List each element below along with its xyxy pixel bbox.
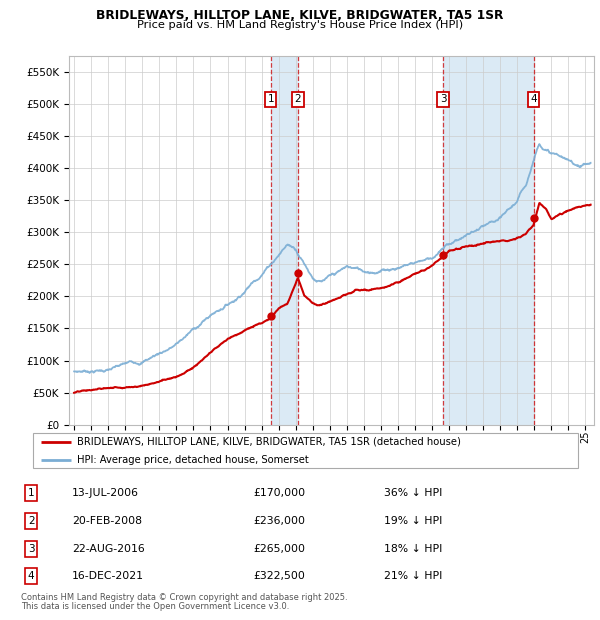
Text: HPI: Average price, detached house, Somerset: HPI: Average price, detached house, Some… [77,454,308,464]
Text: BRIDLEWAYS, HILLTOP LANE, KILVE, BRIDGWATER, TA5 1SR (detached house): BRIDLEWAYS, HILLTOP LANE, KILVE, BRIDGWA… [77,437,461,447]
Text: £265,000: £265,000 [253,544,305,554]
Text: 3: 3 [440,94,446,104]
Text: 3: 3 [28,544,35,554]
Text: 4: 4 [28,572,35,582]
Text: 36% ↓ HPI: 36% ↓ HPI [384,489,442,498]
Text: 20-FEB-2008: 20-FEB-2008 [72,516,142,526]
Text: 21% ↓ HPI: 21% ↓ HPI [384,572,442,582]
Text: 16-DEC-2021: 16-DEC-2021 [72,572,144,582]
Text: 2: 2 [295,94,301,104]
Bar [271,56,298,425]
Bar [443,56,533,425]
Text: BRIDLEWAYS, HILLTOP LANE, KILVE, BRIDGWATER, TA5 1SR: BRIDLEWAYS, HILLTOP LANE, KILVE, BRIDGWA… [97,9,503,22]
Text: 22-AUG-2016: 22-AUG-2016 [72,544,145,554]
FancyBboxPatch shape [33,433,578,469]
Text: £322,500: £322,500 [253,572,305,582]
Text: £170,000: £170,000 [253,489,305,498]
Text: 2: 2 [28,516,35,526]
Text: 19% ↓ HPI: 19% ↓ HPI [384,516,442,526]
Text: 1: 1 [268,94,274,104]
Text: This data is licensed under the Open Government Licence v3.0.: This data is licensed under the Open Gov… [21,602,289,611]
Text: 18% ↓ HPI: 18% ↓ HPI [384,544,442,554]
Text: 1: 1 [28,489,35,498]
Text: Price paid vs. HM Land Registry's House Price Index (HPI): Price paid vs. HM Land Registry's House … [137,20,463,30]
Text: £236,000: £236,000 [253,516,305,526]
Text: 13-JUL-2006: 13-JUL-2006 [72,489,139,498]
Text: 4: 4 [530,94,537,104]
Text: Contains HM Land Registry data © Crown copyright and database right 2025.: Contains HM Land Registry data © Crown c… [21,593,347,603]
